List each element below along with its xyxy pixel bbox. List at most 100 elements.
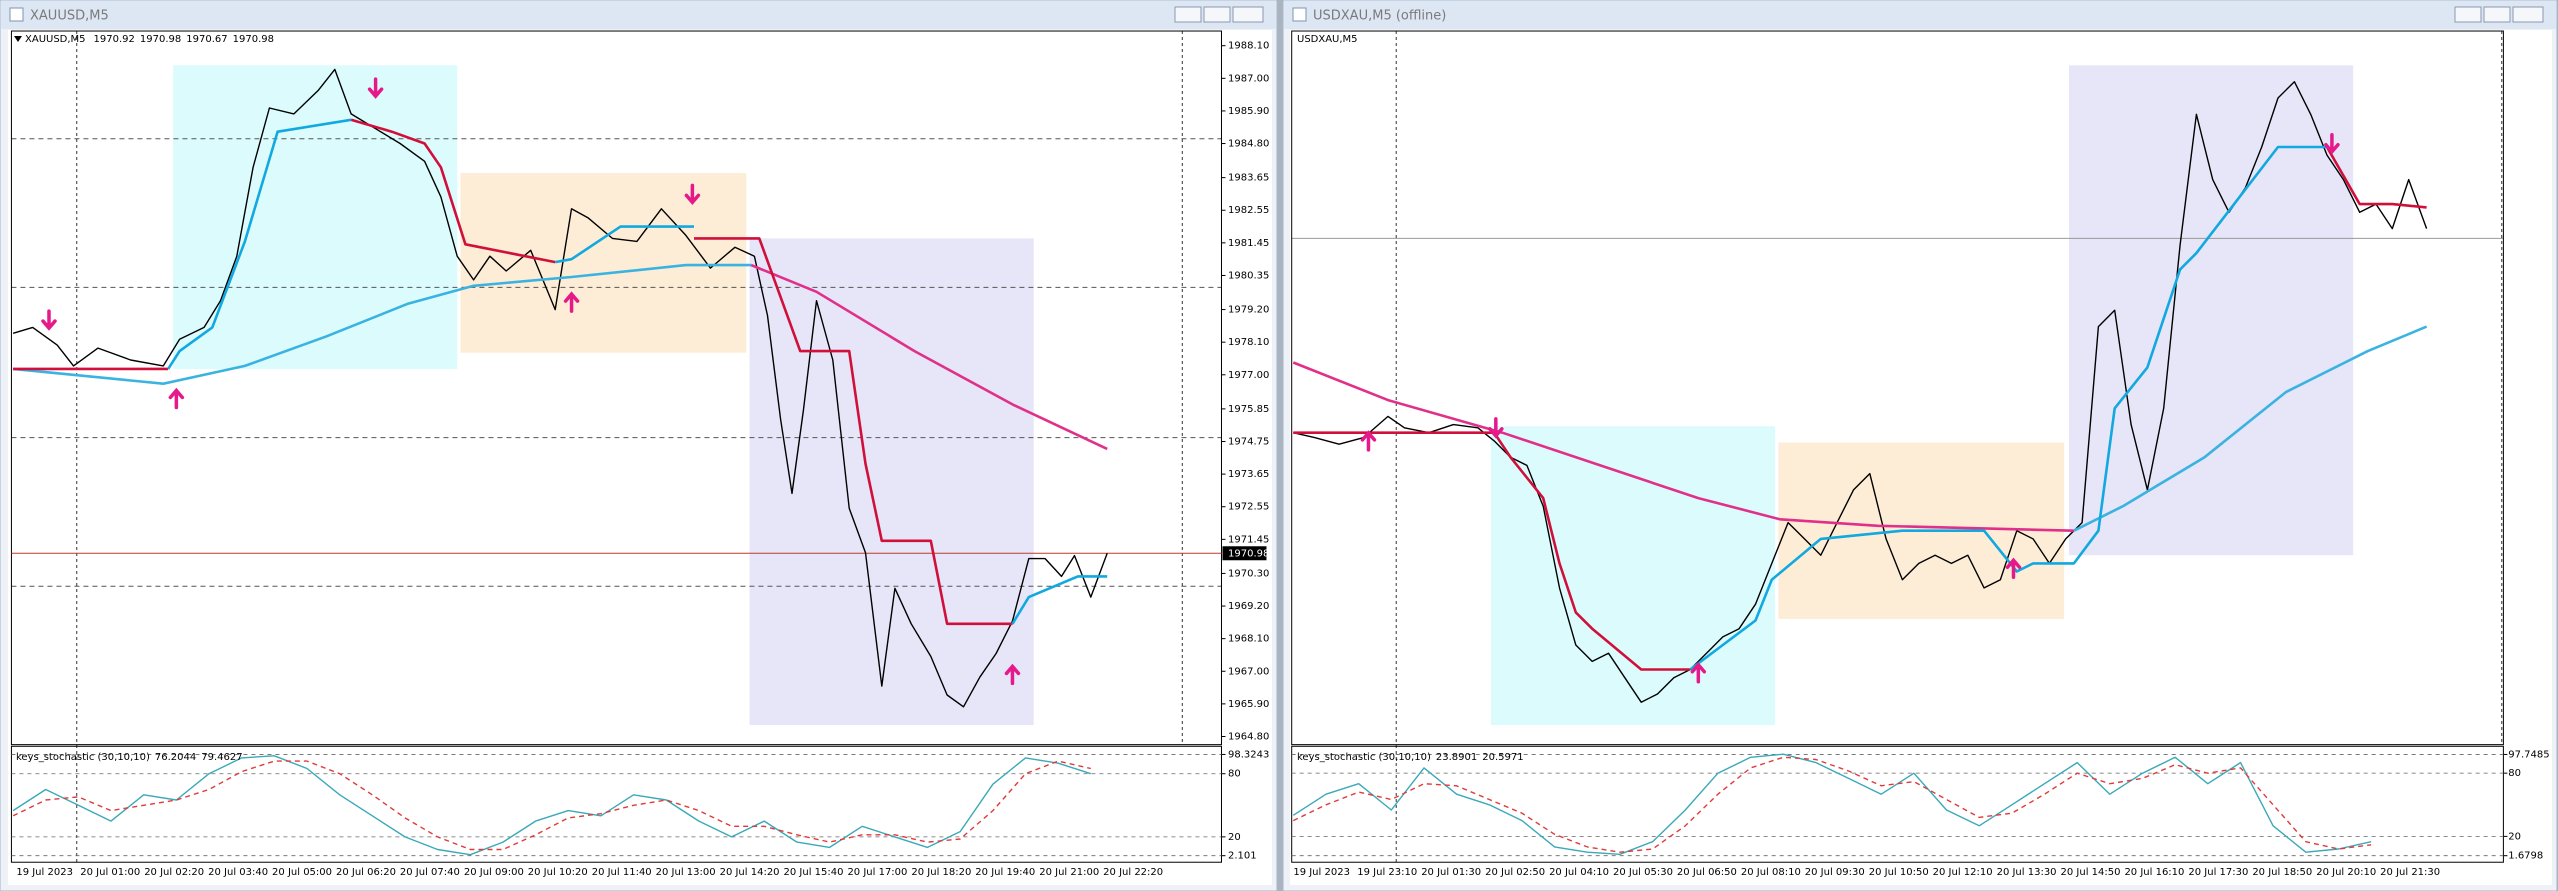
x-tick-label: 20 Jul 12:10 — [1933, 867, 1993, 878]
y-tick-label: 1964.80 — [1228, 731, 1269, 742]
y-tick-label: 1967.00 — [1228, 666, 1269, 677]
y-tick-label: 1971.45 — [1228, 534, 1269, 545]
x-tick-label: 20 Jul 06:20 — [336, 867, 396, 878]
zone — [460, 173, 747, 353]
signal-arrow — [563, 291, 580, 313]
signal-arrow — [41, 309, 57, 331]
price-tag-label: 1970.98 — [1228, 548, 1269, 559]
low: 1970.67 — [186, 34, 227, 45]
x-tick-label: 20 Jul 09:00 — [464, 867, 524, 878]
y-tick-label: 1978.10 — [1228, 337, 1269, 348]
y-tick-label: 1970.30 — [1228, 568, 1269, 579]
y-tick-label: 20 — [2508, 831, 2521, 842]
x-tick-label: 20 Jul 14:50 — [2061, 867, 2121, 878]
window-icon — [1292, 7, 1307, 22]
series-line — [1292, 756, 2372, 853]
y-tick-label: 1979.20 — [1228, 305, 1269, 316]
y-tick-label: 98.3243 — [1228, 749, 1269, 760]
minimize-button[interactable] — [1174, 6, 1202, 23]
y-tick-label: 1980.35 — [1228, 270, 1269, 281]
pane-frame — [10, 745, 1222, 863]
indicator-name: keys_stochastic (30,10,10) — [16, 752, 150, 763]
high: 1970.98 — [140, 34, 181, 45]
series-line — [1292, 361, 2074, 532]
symbol: XAUUSD,M5 — [25, 34, 86, 45]
window-icon — [9, 7, 24, 22]
indicator-value: 76.2044 — [155, 752, 196, 763]
x-tick-label: 20 Jul 14:20 — [720, 867, 780, 878]
x-tick-label: 20 Jul 01:30 — [1421, 867, 1481, 878]
x-tick-label: 20 Jul 20:10 — [2316, 867, 2376, 878]
indicator-header: keys_stochastic (30,10,10) 76.2044 79.4627 — [16, 752, 243, 763]
x-tick-label: 20 Jul 09:30 — [1805, 867, 1865, 878]
x-tick-label: 20 Jul 15:40 — [784, 867, 844, 878]
x-tick-label: 19 Jul 23:10 — [1357, 867, 1417, 878]
series-line — [167, 118, 1108, 625]
maximize-button[interactable] — [1203, 6, 1231, 23]
signal-arrow — [1360, 430, 1377, 452]
y-tick-label: 1977.00 — [1228, 370, 1269, 381]
x-tick-label: 20 Jul 01:00 — [80, 867, 140, 878]
pane-frame — [10, 30, 1222, 746]
series-line — [13, 118, 1013, 626]
series-line — [2073, 325, 2428, 532]
indicator-value: 20.5971 — [1482, 752, 1523, 763]
x-tick-label: 20 Jul 06:50 — [1677, 867, 1737, 878]
close-button[interactable] — [2512, 6, 2544, 23]
indicator-header: keys_stochastic (30,10,10) 23.8901 20.5971 — [1297, 752, 1524, 763]
y-tick-label: 1969.20 — [1228, 601, 1269, 612]
chart-header: XAUUSD,M5 1970.92 1970.98 1970.67 1970.98 — [25, 34, 274, 45]
x-tick-label: 20 Jul 05:30 — [1613, 867, 1673, 878]
signal-arrow — [684, 183, 701, 206]
x-tick-label: 20 Jul 05:00 — [272, 867, 332, 878]
y-tick-label: 1973.65 — [1228, 469, 1269, 480]
zone — [2069, 65, 2354, 556]
collapse-icon[interactable] — [14, 36, 22, 42]
close-button[interactable] — [1232, 6, 1264, 23]
x-tick-label: 20 Jul 08:10 — [1741, 867, 1801, 878]
x-tick-label: 20 Jul 21:00 — [1039, 867, 1099, 878]
window-title: XAUUSD,M5 — [30, 9, 109, 24]
y-tick-label: 1.6798 — [2508, 851, 2543, 862]
pane-frame — [1291, 745, 2504, 863]
y-tick-label: 1983.65 — [1228, 173, 1269, 184]
pane-frame — [1291, 30, 2504, 746]
series-line — [12, 755, 1092, 856]
x-tick-label: 20 Jul 13:30 — [1997, 867, 2057, 878]
y-tick-label: 1968.10 — [1228, 634, 1269, 645]
y-tick-label: 1982.55 — [1228, 205, 1269, 216]
signal-arrow — [2324, 132, 2340, 155]
x-tick-label: 19 Jul 2023 — [16, 867, 73, 878]
series-line — [12, 263, 752, 385]
zone — [173, 65, 458, 370]
y-tick-label: 1985.90 — [1228, 106, 1269, 117]
minimize-button[interactable] — [2454, 6, 2482, 23]
x-tick-label: 20 Jul 19:40 — [975, 867, 1035, 878]
signal-arrow — [1004, 663, 1021, 686]
y-tick-label: 1988.10 — [1228, 41, 1269, 52]
x-tick-label: 20 Jul 03:40 — [208, 867, 268, 878]
x-tick-label: 20 Jul 18:20 — [911, 867, 971, 878]
series-line — [12, 760, 1091, 851]
window-title: USDXAU,M5 (offline) — [1313, 9, 1446, 24]
signal-arrow — [168, 387, 185, 410]
y-tick-label: 1975.85 — [1228, 404, 1269, 415]
signal-arrow — [1488, 417, 1504, 439]
signal-arrow — [1690, 662, 1707, 684]
y-tick-label: 97.7485 — [2508, 749, 2549, 760]
y-tick-label: 1984.80 — [1228, 139, 1269, 150]
x-tick-label: 20 Jul 17:00 — [847, 867, 907, 878]
y-tick-label: 1965.90 — [1228, 699, 1269, 710]
zone — [1490, 426, 1776, 726]
maximize-button[interactable] — [2483, 6, 2511, 23]
close: 1970.98 — [233, 34, 274, 45]
indicator-value: 23.8901 — [1436, 752, 1477, 763]
x-tick-label: 20 Jul 13:00 — [656, 867, 716, 878]
series-line — [1293, 146, 2427, 671]
y-tick-label: 80 — [1228, 769, 1241, 780]
y-tick-label: 1972.55 — [1228, 502, 1269, 513]
x-tick-label: 20 Jul 22:20 — [1103, 867, 1163, 878]
y-tick-label: 1987.00 — [1228, 73, 1269, 84]
y-tick-label: 20 — [1228, 832, 1241, 843]
